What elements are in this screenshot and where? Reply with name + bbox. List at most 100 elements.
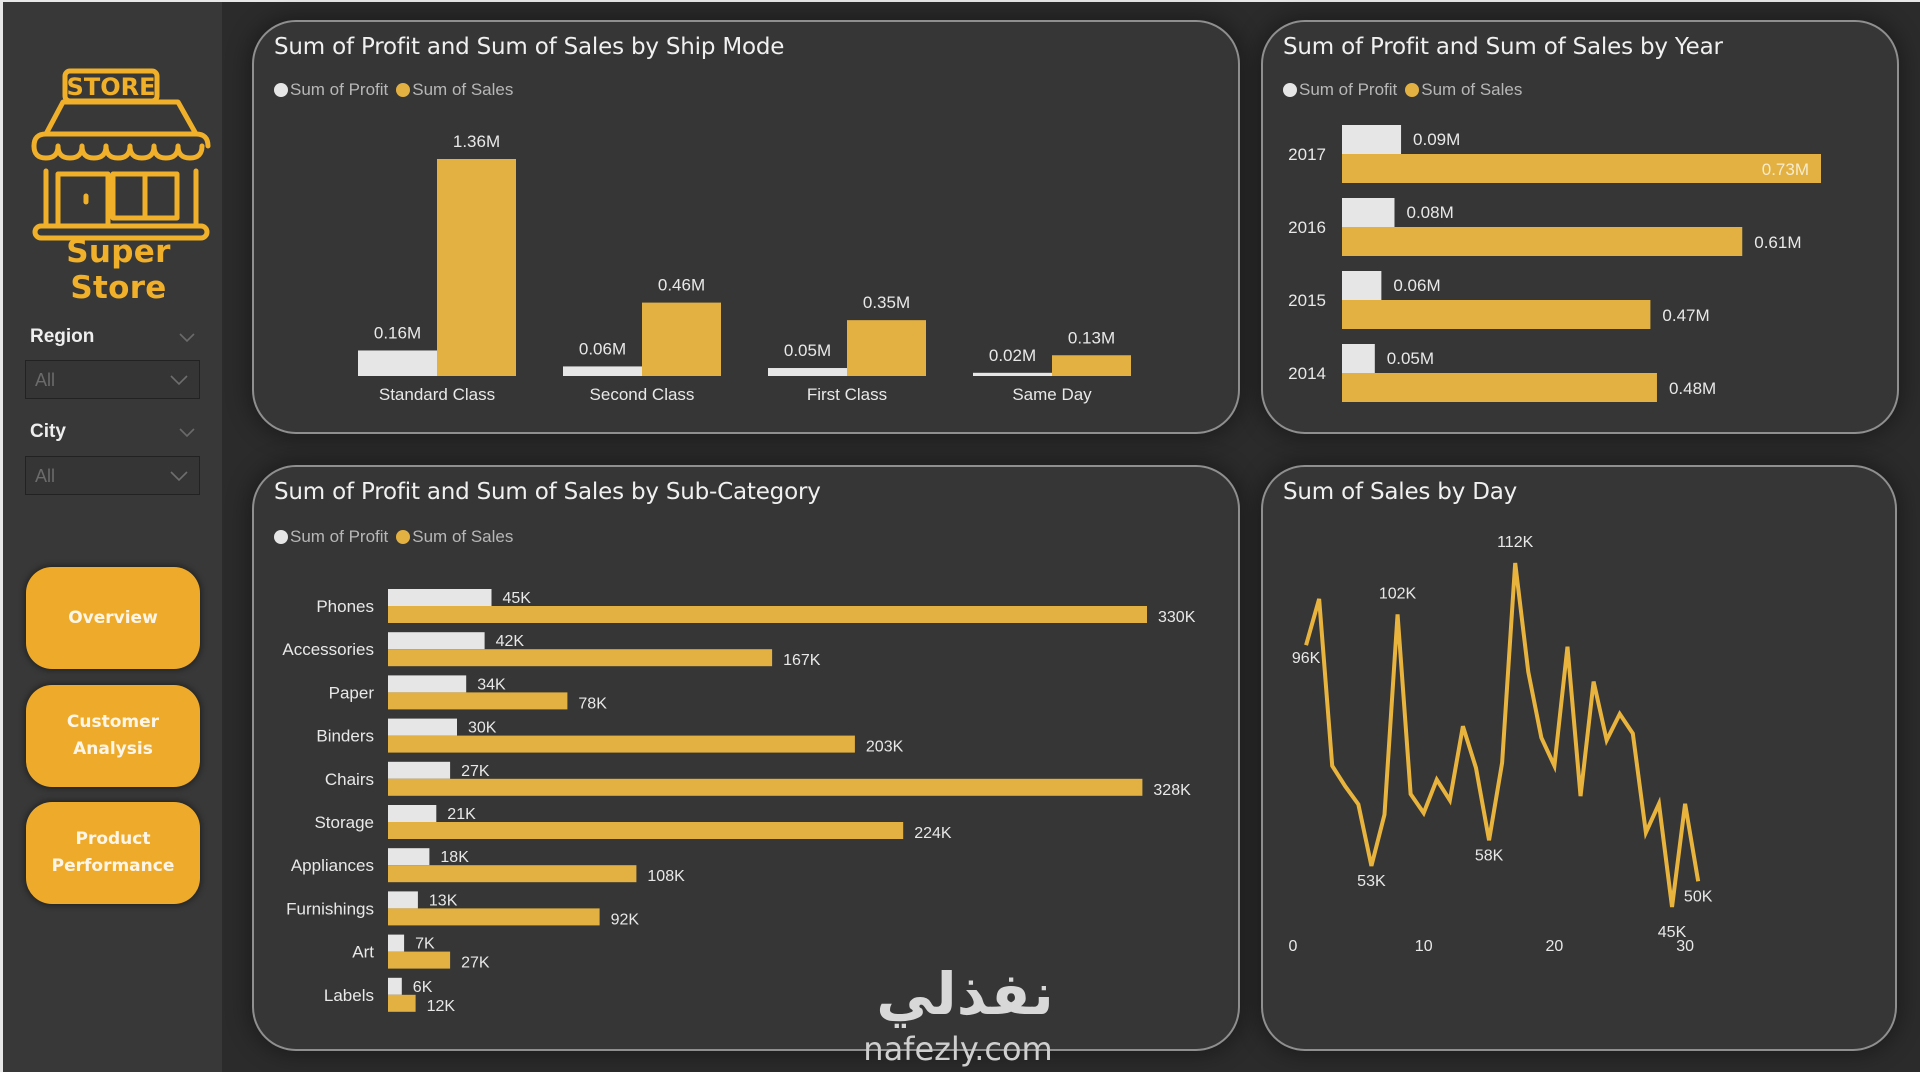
category-axis-label: Second Class — [590, 385, 695, 404]
sales-data-label: 224K — [914, 825, 952, 842]
region-dropdown-value: All — [35, 370, 56, 390]
profit-bar — [388, 675, 467, 693]
sub-category-axis-label: Binders — [316, 727, 374, 746]
region-filter-label: Region — [30, 326, 95, 347]
overview-button[interactable]: Overview — [26, 567, 200, 669]
brand-name: Super Store — [66, 234, 171, 306]
profit-data-label: 0.02M — [989, 346, 1036, 365]
x-tick-label: 20 — [1546, 938, 1564, 955]
sales-bar — [388, 692, 568, 710]
profit-bar — [388, 718, 457, 736]
region-collapse-chevron-icon[interactable] — [178, 328, 196, 346]
profit-data-label: 18K — [440, 849, 469, 866]
year-chart-panel: Sum of Profit and Sum of Sales by Year S… — [1261, 20, 1899, 434]
sales-data-label: 167K — [783, 652, 821, 669]
region-dropdown[interactable]: All — [25, 360, 200, 399]
legend-item-sales[interactable]: Sum of Sales — [396, 80, 513, 100]
profit-bar — [388, 632, 485, 650]
sales-bar — [1342, 300, 1651, 329]
legend-item-profit[interactable]: Sum of Profit — [1283, 80, 1397, 100]
sales-line — [1304, 562, 1701, 908]
sales-data-label: 203K — [866, 739, 904, 756]
sales-data-label: 108K — [647, 868, 685, 885]
sub-category-chart-panel: Sum of Profit and Sum of Sales by Sub-Ca… — [252, 465, 1240, 1051]
data-label: 96K — [1292, 650, 1321, 667]
city-filter-label: City — [30, 421, 66, 442]
sub-category-chart-title: Sum of Profit and Sum of Sales by Sub-Ca… — [274, 479, 821, 505]
profit-data-label: 0.05M — [1387, 349, 1434, 368]
sales-data-label: 0.13M — [1068, 328, 1115, 347]
profit-data-label: 0.05M — [784, 341, 831, 360]
profit-bar — [973, 372, 1052, 376]
profit-data-label: 0.16M — [374, 323, 421, 342]
sales-bar — [847, 320, 926, 376]
profit-data-label: 0.06M — [1393, 276, 1440, 295]
profit-bar — [388, 891, 418, 909]
sub-category-axis-label: Furnishings — [286, 899, 374, 918]
profit-data-label: 7K — [415, 936, 435, 953]
x-tick-label: 10 — [1415, 938, 1433, 955]
sales-bar — [1342, 154, 1821, 183]
profit-bar — [388, 934, 405, 952]
profit-bar — [1342, 344, 1375, 373]
data-label: 45K — [1658, 924, 1687, 941]
legend-item-profit[interactable]: Sum of Profit — [274, 80, 388, 100]
profit-bar — [1342, 125, 1402, 154]
profit-bar — [768, 368, 847, 376]
sales-bar — [388, 778, 1143, 796]
profit-data-label: 30K — [468, 720, 497, 737]
category-axis-label: Same Day — [1012, 385, 1092, 404]
sales-data-label: 0.47M — [1662, 306, 1709, 325]
sales-legend-dot-icon — [1405, 83, 1420, 97]
profit-bar — [1342, 198, 1395, 227]
product-performance-button-label: Product Performance — [51, 829, 175, 876]
city-collapse-chevron-icon[interactable] — [178, 423, 196, 441]
profit-bar — [388, 761, 451, 779]
profit-data-label: 45K — [503, 590, 532, 607]
sales-data-label: 0.48M — [1669, 379, 1716, 398]
year-bar-chart: 0.09M 0.73M 2017 0.08M 0.61M 2016 0.06M 0.47M 20… — [1288, 125, 1821, 402]
day-line-chart: 0 10 20 30 96K 53K 102K 58K 112K 45K 50K — [1289, 534, 1713, 955]
data-label: 53K — [1357, 873, 1386, 890]
customer-analysis-button[interactable]: Customer Analysis — [26, 685, 200, 787]
sub-category-bar-chart: 45K 330K Phones 42K 167K Accessories 34K 78K Pap… — [282, 589, 1196, 1015]
year-legend: Sum of Profit Sum of Sales — [1283, 80, 1530, 100]
profit-data-label: 21K — [447, 806, 476, 823]
x-tick-label: 30 — [1676, 938, 1694, 955]
profit-bar — [388, 977, 402, 995]
legend-item-profit[interactable]: Sum of Profit — [274, 527, 388, 547]
sales-bar — [388, 865, 637, 883]
profit-bar — [388, 589, 492, 606]
watermark-latin: nafezly.com — [863, 1030, 1052, 1068]
day-chart-title: Sum of Sales by Day — [1283, 479, 1518, 505]
sales-data-label: 92K — [611, 911, 640, 928]
city-dropdown[interactable]: All — [25, 456, 200, 495]
legend-item-sales[interactable]: Sum of Sales — [396, 527, 513, 547]
product-performance-button[interactable]: Product Performance — [26, 802, 200, 904]
sales-bar — [388, 951, 451, 969]
sales-bar — [1342, 227, 1743, 256]
profit-data-label: 13K — [429, 892, 458, 909]
sales-data-label: 27K — [461, 955, 490, 972]
sales-bar — [1052, 355, 1131, 376]
data-label: 50K — [1684, 888, 1713, 905]
ship-mode-chart-panel: Sum of Profit and Sum of Sales by Ship M… — [252, 20, 1240, 434]
profit-legend-dot-icon — [1283, 83, 1297, 97]
sales-data-label: 1.36M — [453, 132, 500, 151]
data-label: 58K — [1475, 847, 1504, 864]
sales-bar — [437, 159, 516, 376]
ship-mode-bar-chart: 0.16M 1.36M Standard Class 0.06M 0.46M Second… — [358, 132, 1131, 404]
day-chart-panel: Sum of Sales by Day 0 10 20 30 96K 53K 102K 58K… — [1261, 465, 1897, 1051]
sales-data-label: 330K — [1158, 609, 1196, 626]
legend-item-sales[interactable]: Sum of Sales — [1405, 80, 1522, 100]
sub-category-axis-label: Chairs — [325, 770, 374, 789]
sales-data-label: 0.73M — [1762, 160, 1809, 179]
year-axis-label: 2014 — [1288, 364, 1326, 383]
sub-category-axis-label: Appliances — [291, 856, 374, 875]
logo-sign-text: STORE — [67, 73, 156, 101]
chevron-down-icon — [170, 375, 188, 386]
chevron-down-icon — [170, 471, 188, 482]
profit-bar — [1342, 271, 1382, 300]
profit-data-label: 6K — [413, 979, 433, 996]
ship-mode-chart-title: Sum of Profit and Sum of Sales by Ship M… — [274, 34, 785, 60]
